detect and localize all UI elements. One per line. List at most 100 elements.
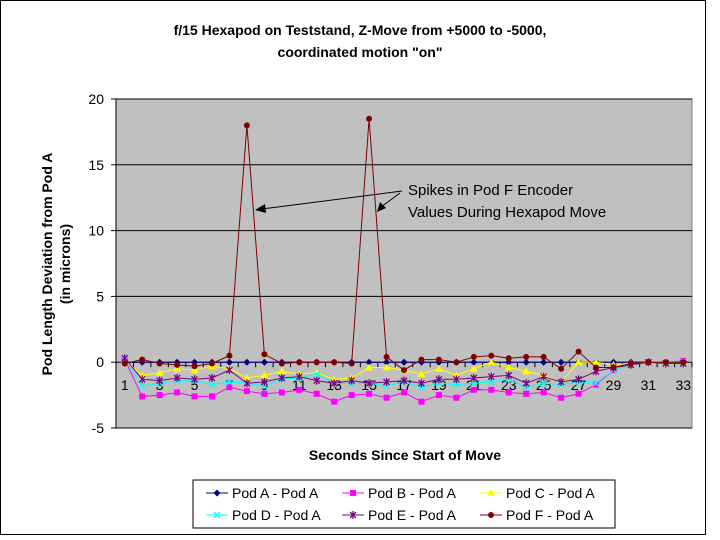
data-point bbox=[470, 353, 477, 360]
data-point bbox=[592, 358, 600, 366]
legend-entry-3: Pod C - Pod A bbox=[480, 485, 595, 501]
legend-swatch-marker bbox=[349, 511, 357, 519]
data-point bbox=[365, 363, 374, 371]
data-point bbox=[173, 364, 182, 372]
y-axis-title-line-1: Pod Length Deviation from Pod A bbox=[39, 153, 55, 376]
x-tick-label: 5 bbox=[191, 377, 199, 393]
data-point bbox=[435, 356, 442, 363]
data-point bbox=[191, 393, 198, 400]
legend-label: Pod D - Pod A bbox=[232, 507, 321, 523]
data-point bbox=[313, 359, 320, 366]
data-point bbox=[138, 375, 146, 384]
data-point bbox=[401, 389, 407, 396]
data-point bbox=[558, 394, 565, 401]
legend-entry-4: Pod D - Pod A bbox=[206, 507, 321, 523]
data-point bbox=[452, 381, 460, 389]
data-point bbox=[400, 376, 408, 385]
legend-entry-1: Pod A - Pod A bbox=[206, 485, 319, 501]
data-point bbox=[558, 365, 565, 372]
data-point bbox=[400, 358, 408, 366]
data-point bbox=[208, 373, 216, 382]
data-point bbox=[505, 355, 512, 362]
data-point bbox=[574, 358, 583, 366]
data-point bbox=[383, 377, 391, 386]
annotation-arrow-1 bbox=[261, 190, 403, 210]
data-point bbox=[365, 358, 373, 366]
data-point bbox=[191, 375, 199, 384]
data-point bbox=[593, 381, 599, 388]
data-point bbox=[366, 390, 373, 397]
data-point bbox=[366, 115, 373, 122]
data-point bbox=[191, 363, 198, 370]
x-tick-label: 11 bbox=[292, 377, 307, 393]
y-tick-label: 10 bbox=[88, 223, 104, 239]
x-tick-label: 29 bbox=[606, 377, 622, 393]
data-point bbox=[592, 379, 600, 387]
data-point bbox=[225, 366, 233, 375]
data-point bbox=[225, 358, 233, 366]
x-tick-label: 21 bbox=[466, 377, 482, 393]
data-point bbox=[523, 353, 530, 360]
series-group bbox=[120, 115, 688, 405]
legend-swatch-marker bbox=[350, 490, 356, 496]
annotation: Spikes in Pod F Encoder Values During He… bbox=[255, 182, 606, 221]
legend-label: Pod C - Pod A bbox=[506, 485, 595, 501]
data-point bbox=[296, 359, 303, 366]
data-point bbox=[243, 379, 251, 388]
data-point bbox=[522, 367, 531, 375]
x-tick-label: 27 bbox=[571, 377, 587, 393]
legend-label: Pod A - Pod A bbox=[232, 485, 319, 501]
data-point bbox=[505, 389, 512, 396]
data-point bbox=[156, 360, 163, 367]
data-point bbox=[469, 364, 478, 372]
y-axis-title: Pod Length Deviation from Pod A (in micr… bbox=[39, 153, 73, 376]
data-point bbox=[540, 379, 548, 387]
data-point bbox=[330, 379, 338, 388]
data-point bbox=[487, 378, 495, 386]
data-point bbox=[522, 358, 530, 366]
data-point bbox=[260, 358, 268, 366]
y-tick-label: 20 bbox=[88, 91, 104, 107]
legend-swatch-marker bbox=[488, 512, 494, 518]
data-point bbox=[243, 388, 250, 395]
data-point bbox=[435, 375, 443, 384]
data-point bbox=[505, 371, 513, 380]
data-point bbox=[261, 351, 268, 358]
data-point bbox=[470, 373, 478, 382]
data-point bbox=[209, 393, 215, 400]
data-point bbox=[278, 389, 285, 396]
data-point bbox=[627, 360, 634, 367]
data-point bbox=[139, 356, 146, 363]
data-point bbox=[453, 359, 460, 366]
data-point bbox=[173, 373, 181, 382]
data-point bbox=[523, 390, 530, 397]
data-point bbox=[470, 386, 477, 393]
data-point bbox=[226, 352, 233, 359]
data-point bbox=[313, 390, 320, 397]
data-point bbox=[488, 386, 495, 393]
data-point bbox=[540, 372, 548, 381]
x-tick-label: 19 bbox=[431, 377, 447, 393]
data-point bbox=[365, 379, 373, 388]
data-point bbox=[434, 364, 443, 372]
data-point bbox=[313, 370, 321, 378]
data-point bbox=[575, 348, 582, 355]
data-point bbox=[312, 368, 321, 376]
data-point bbox=[278, 360, 285, 367]
legend-box bbox=[192, 479, 616, 529]
data-point bbox=[522, 379, 530, 388]
legend-entry-2: Pod B - Pod A bbox=[342, 485, 457, 501]
x-tick-label: 33 bbox=[675, 377, 691, 393]
data-point bbox=[208, 381, 216, 389]
y-tick-label: 15 bbox=[88, 157, 104, 173]
data-point bbox=[155, 368, 164, 376]
data-point bbox=[296, 386, 303, 393]
series-6 bbox=[121, 115, 687, 374]
x-axis-title: Seconds Since Start of Move bbox=[309, 447, 501, 463]
data-point bbox=[662, 359, 669, 366]
annotation-arrow-2 bbox=[380, 192, 401, 208]
legend-entry-5: Pod E - Pod A bbox=[342, 507, 457, 523]
data-point bbox=[610, 364, 617, 371]
x-tick-label: 1 bbox=[121, 377, 129, 393]
